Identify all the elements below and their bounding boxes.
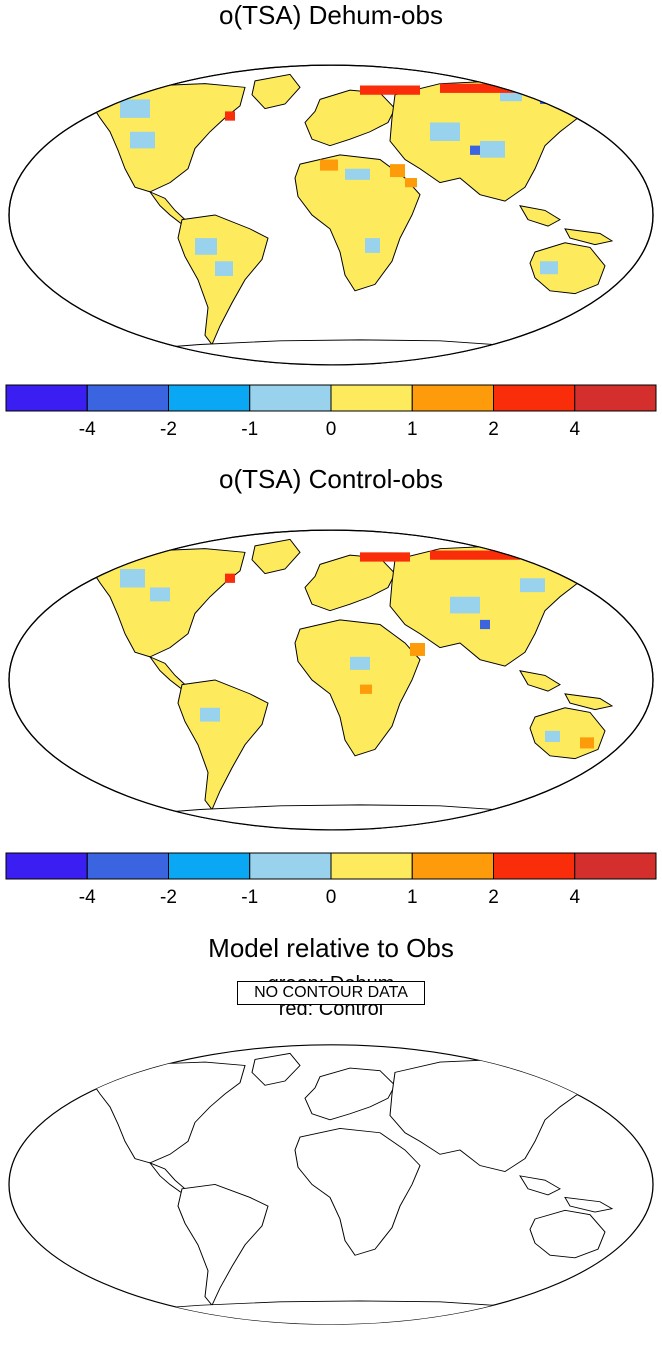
colorbar-2-box-3 (249, 852, 332, 880)
colorbar-1-tick-label: 4 (569, 419, 580, 440)
colorbar-1-tick-label: -2 (160, 419, 177, 440)
colorbar-2-box-0 (5, 852, 88, 880)
colorbar-1-tick-label: 2 (488, 419, 499, 440)
colorbar-1-box-7 (574, 384, 657, 412)
panel-2-title: o(TSA) Control-obs (219, 464, 443, 494)
colorbar-1-box-0 (5, 384, 88, 412)
colorbar-1-box-5 (411, 384, 494, 412)
colorbar-2-box-6 (493, 852, 576, 880)
colorbar-2-tick-label: 1 (407, 887, 418, 908)
colorbar-2-tick-label: 0 (326, 887, 337, 908)
panel-1-title: o(TSA) Dehum-obs (219, 0, 443, 30)
colorbar-1-boxes (5, 384, 657, 412)
colorbar-2-box-2 (168, 852, 251, 880)
colorbar-2-tick-label: -1 (241, 887, 258, 908)
colorbar-2: -4 -2 -1 0 1 2 4 (5, 852, 657, 908)
colorbar-1-box-2 (168, 384, 251, 412)
panel-3-title: Model relative to Obs (208, 933, 454, 963)
colorbar-1-box-6 (493, 384, 576, 412)
colorbar-1-box-3 (249, 384, 332, 412)
no-contour-data-label: NO CONTOUR DATA (237, 981, 425, 1005)
panel-2-map (8, 529, 654, 831)
colorbar-1-box-4 (330, 384, 413, 412)
colorbar-2-tick-label: 4 (569, 887, 580, 908)
colorbar-2-box-4 (330, 852, 413, 880)
colorbar-2-box-5 (411, 852, 494, 880)
colorbar-1-tick-label: -1 (241, 419, 258, 440)
colorbar-2-tick-label: 2 (488, 887, 499, 908)
panel-1-map (8, 64, 654, 366)
colorbar-1-box-1 (86, 384, 169, 412)
colorbar-2-box-7 (574, 852, 657, 880)
colorbar-1-tick-label: 1 (407, 419, 418, 440)
colorbar-2-tick-label: -2 (160, 887, 177, 908)
colorbar-1: -4 -2 -1 0 1 2 4 (5, 384, 657, 440)
colorbar-2-tick-label: -4 (79, 887, 96, 908)
colorbar-2-box-1 (86, 852, 169, 880)
panel-3-map (8, 1044, 654, 1325)
colorbar-1-tick-label: -4 (79, 419, 96, 440)
colorbar-1-tick-label: 0 (326, 419, 337, 440)
